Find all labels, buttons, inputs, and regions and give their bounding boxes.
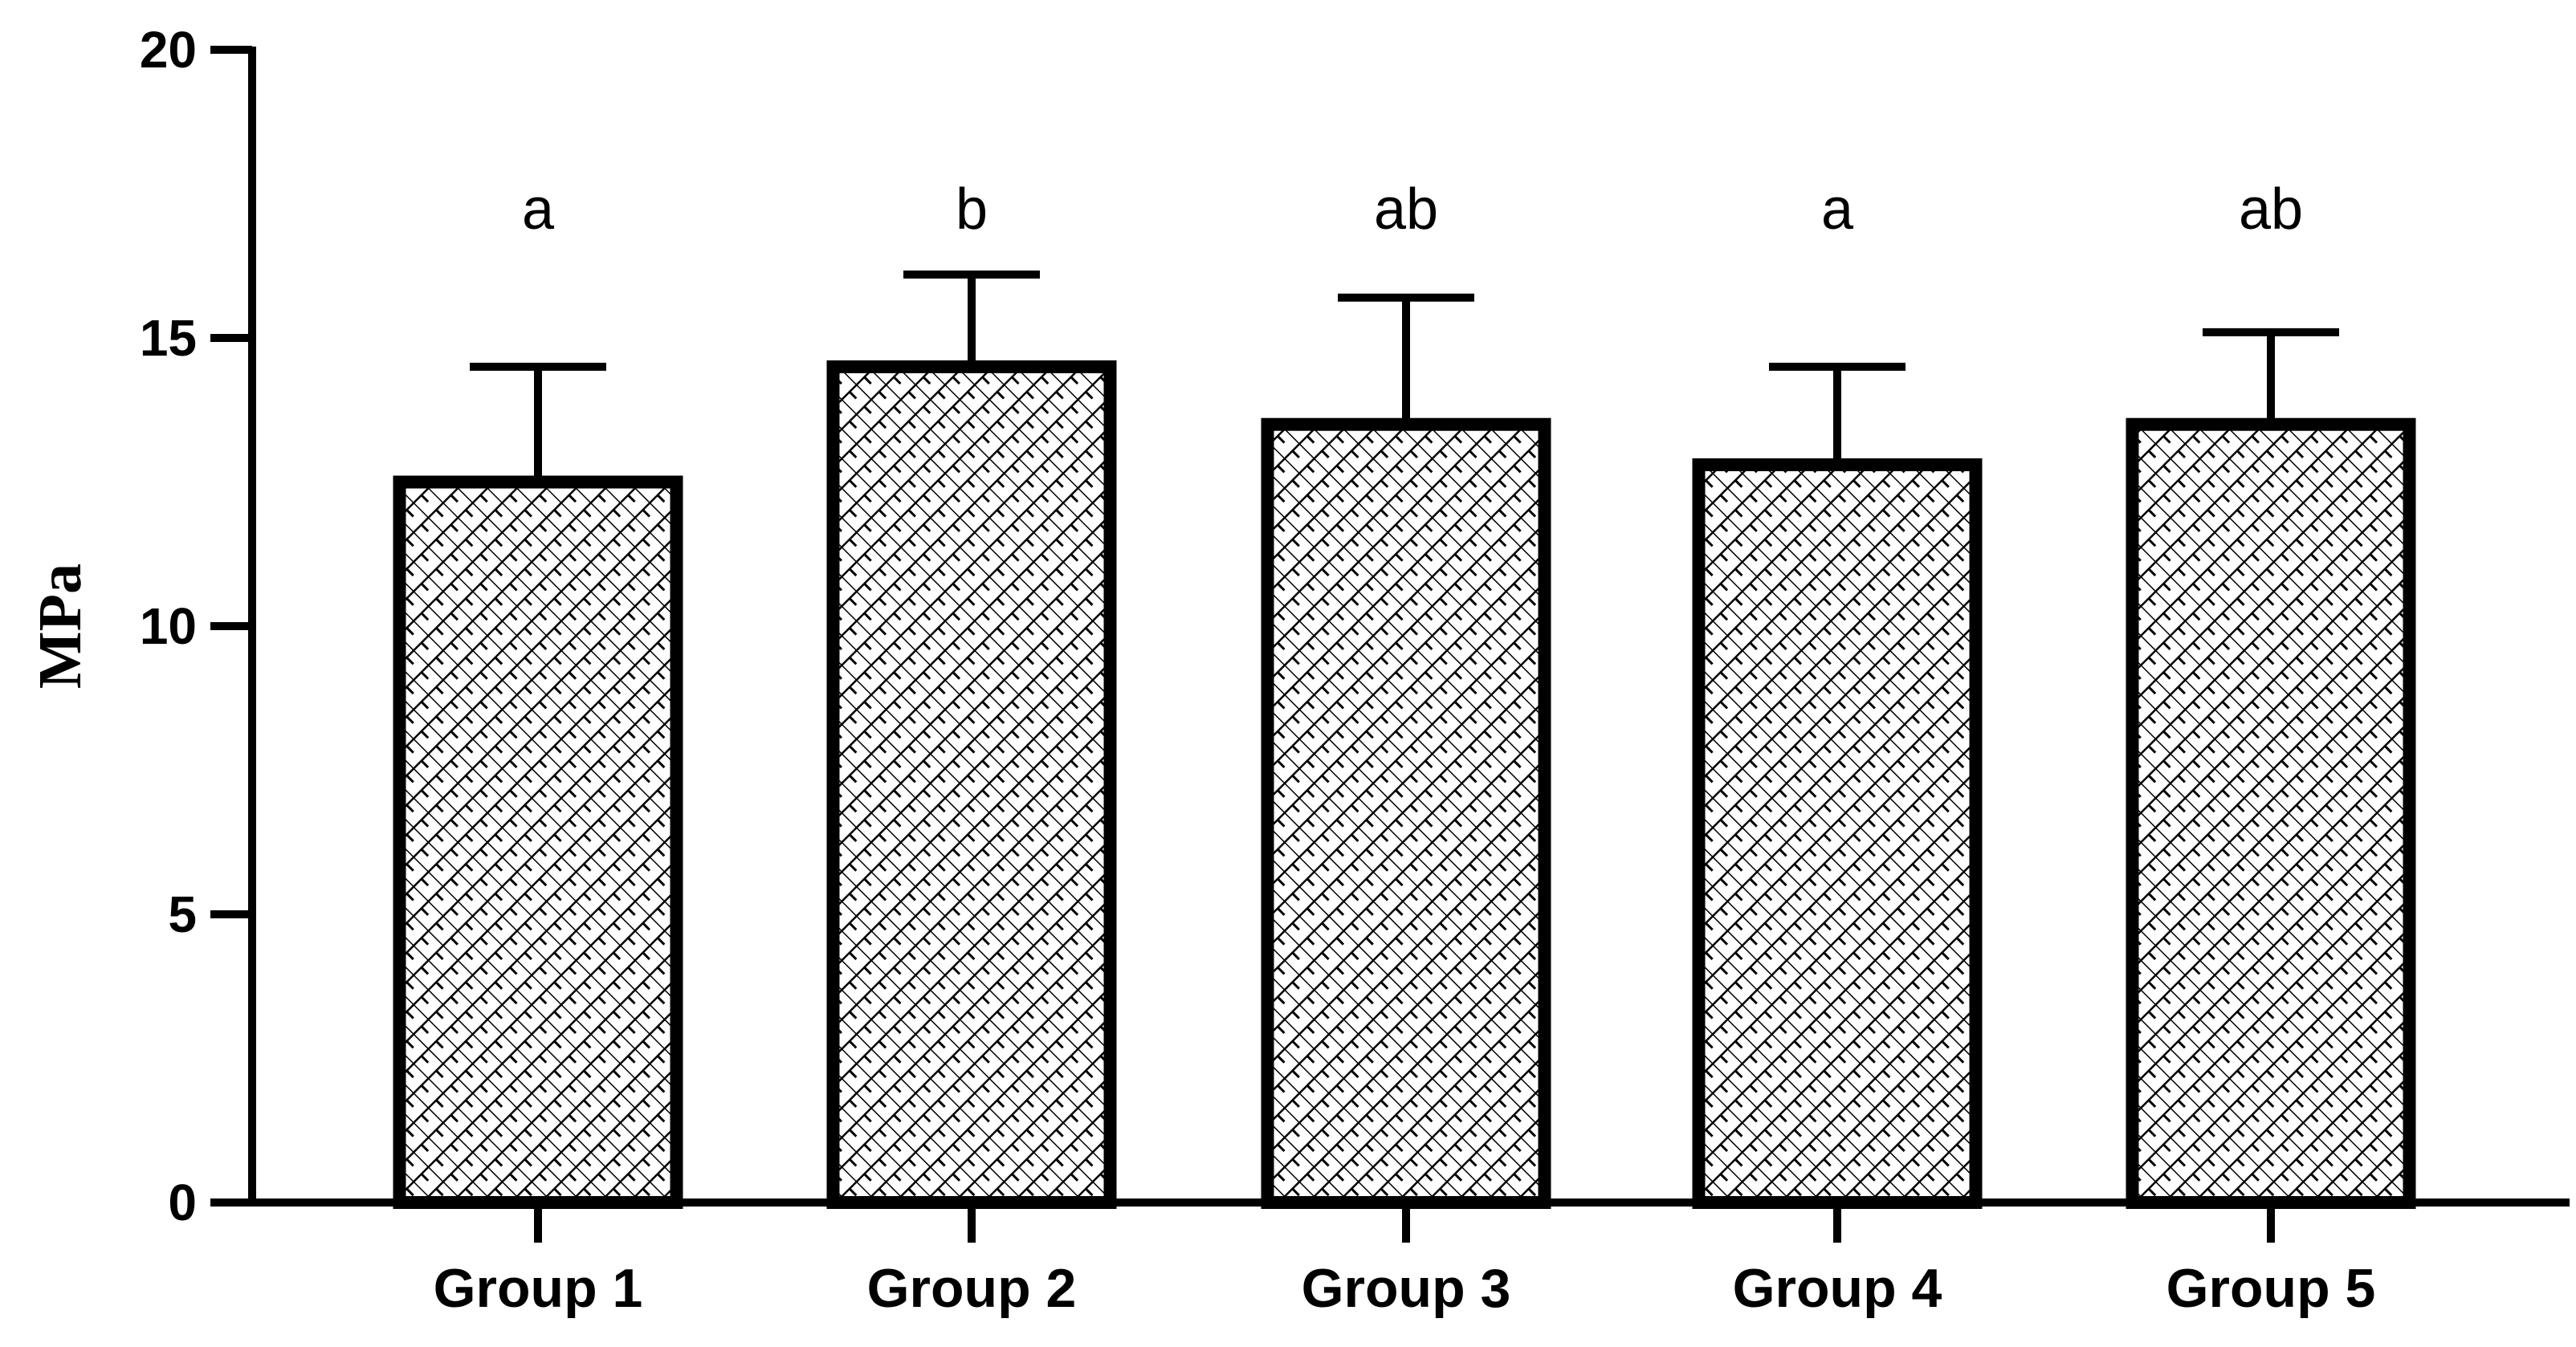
x-tick-label-3: Group 3: [1302, 1258, 1511, 1319]
y-tick-label-15: 15: [140, 309, 197, 367]
bar-group-3: [1261, 417, 1551, 1209]
bar-group-5: [2126, 417, 2416, 1209]
significance-label-5: ab: [2239, 177, 2303, 242]
bar-group-2: [826, 360, 1117, 1209]
x-tick-label-2: Group 2: [867, 1258, 1077, 1319]
significance-label-1: a: [522, 177, 555, 242]
bar-group-4: [1692, 458, 1983, 1209]
y-tick-label-0: 0: [168, 1174, 197, 1231]
bars-layer: a b ab a ab: [393, 177, 2416, 1209]
x-tick-label-4: Group 4: [1733, 1258, 1942, 1319]
y-tick-label-10: 10: [140, 597, 197, 655]
significance-label-3: ab: [1374, 177, 1438, 242]
x-tick-label-5: Group 5: [2166, 1258, 2376, 1319]
significance-label-4: a: [1821, 177, 1854, 242]
axes-layer: Group 1 Group 2 Group 3 Group 4 Group 5 0 5 10 1…: [140, 21, 2570, 1319]
y-tick-label-20: 20: [140, 21, 197, 79]
x-tick-label-1: Group 1: [434, 1258, 643, 1319]
significance-label-2: b: [956, 177, 988, 242]
y-tick-label-5: 5: [168, 885, 197, 943]
y-axis-title: MPa: [26, 564, 94, 689]
bar-group-1: [393, 475, 683, 1209]
